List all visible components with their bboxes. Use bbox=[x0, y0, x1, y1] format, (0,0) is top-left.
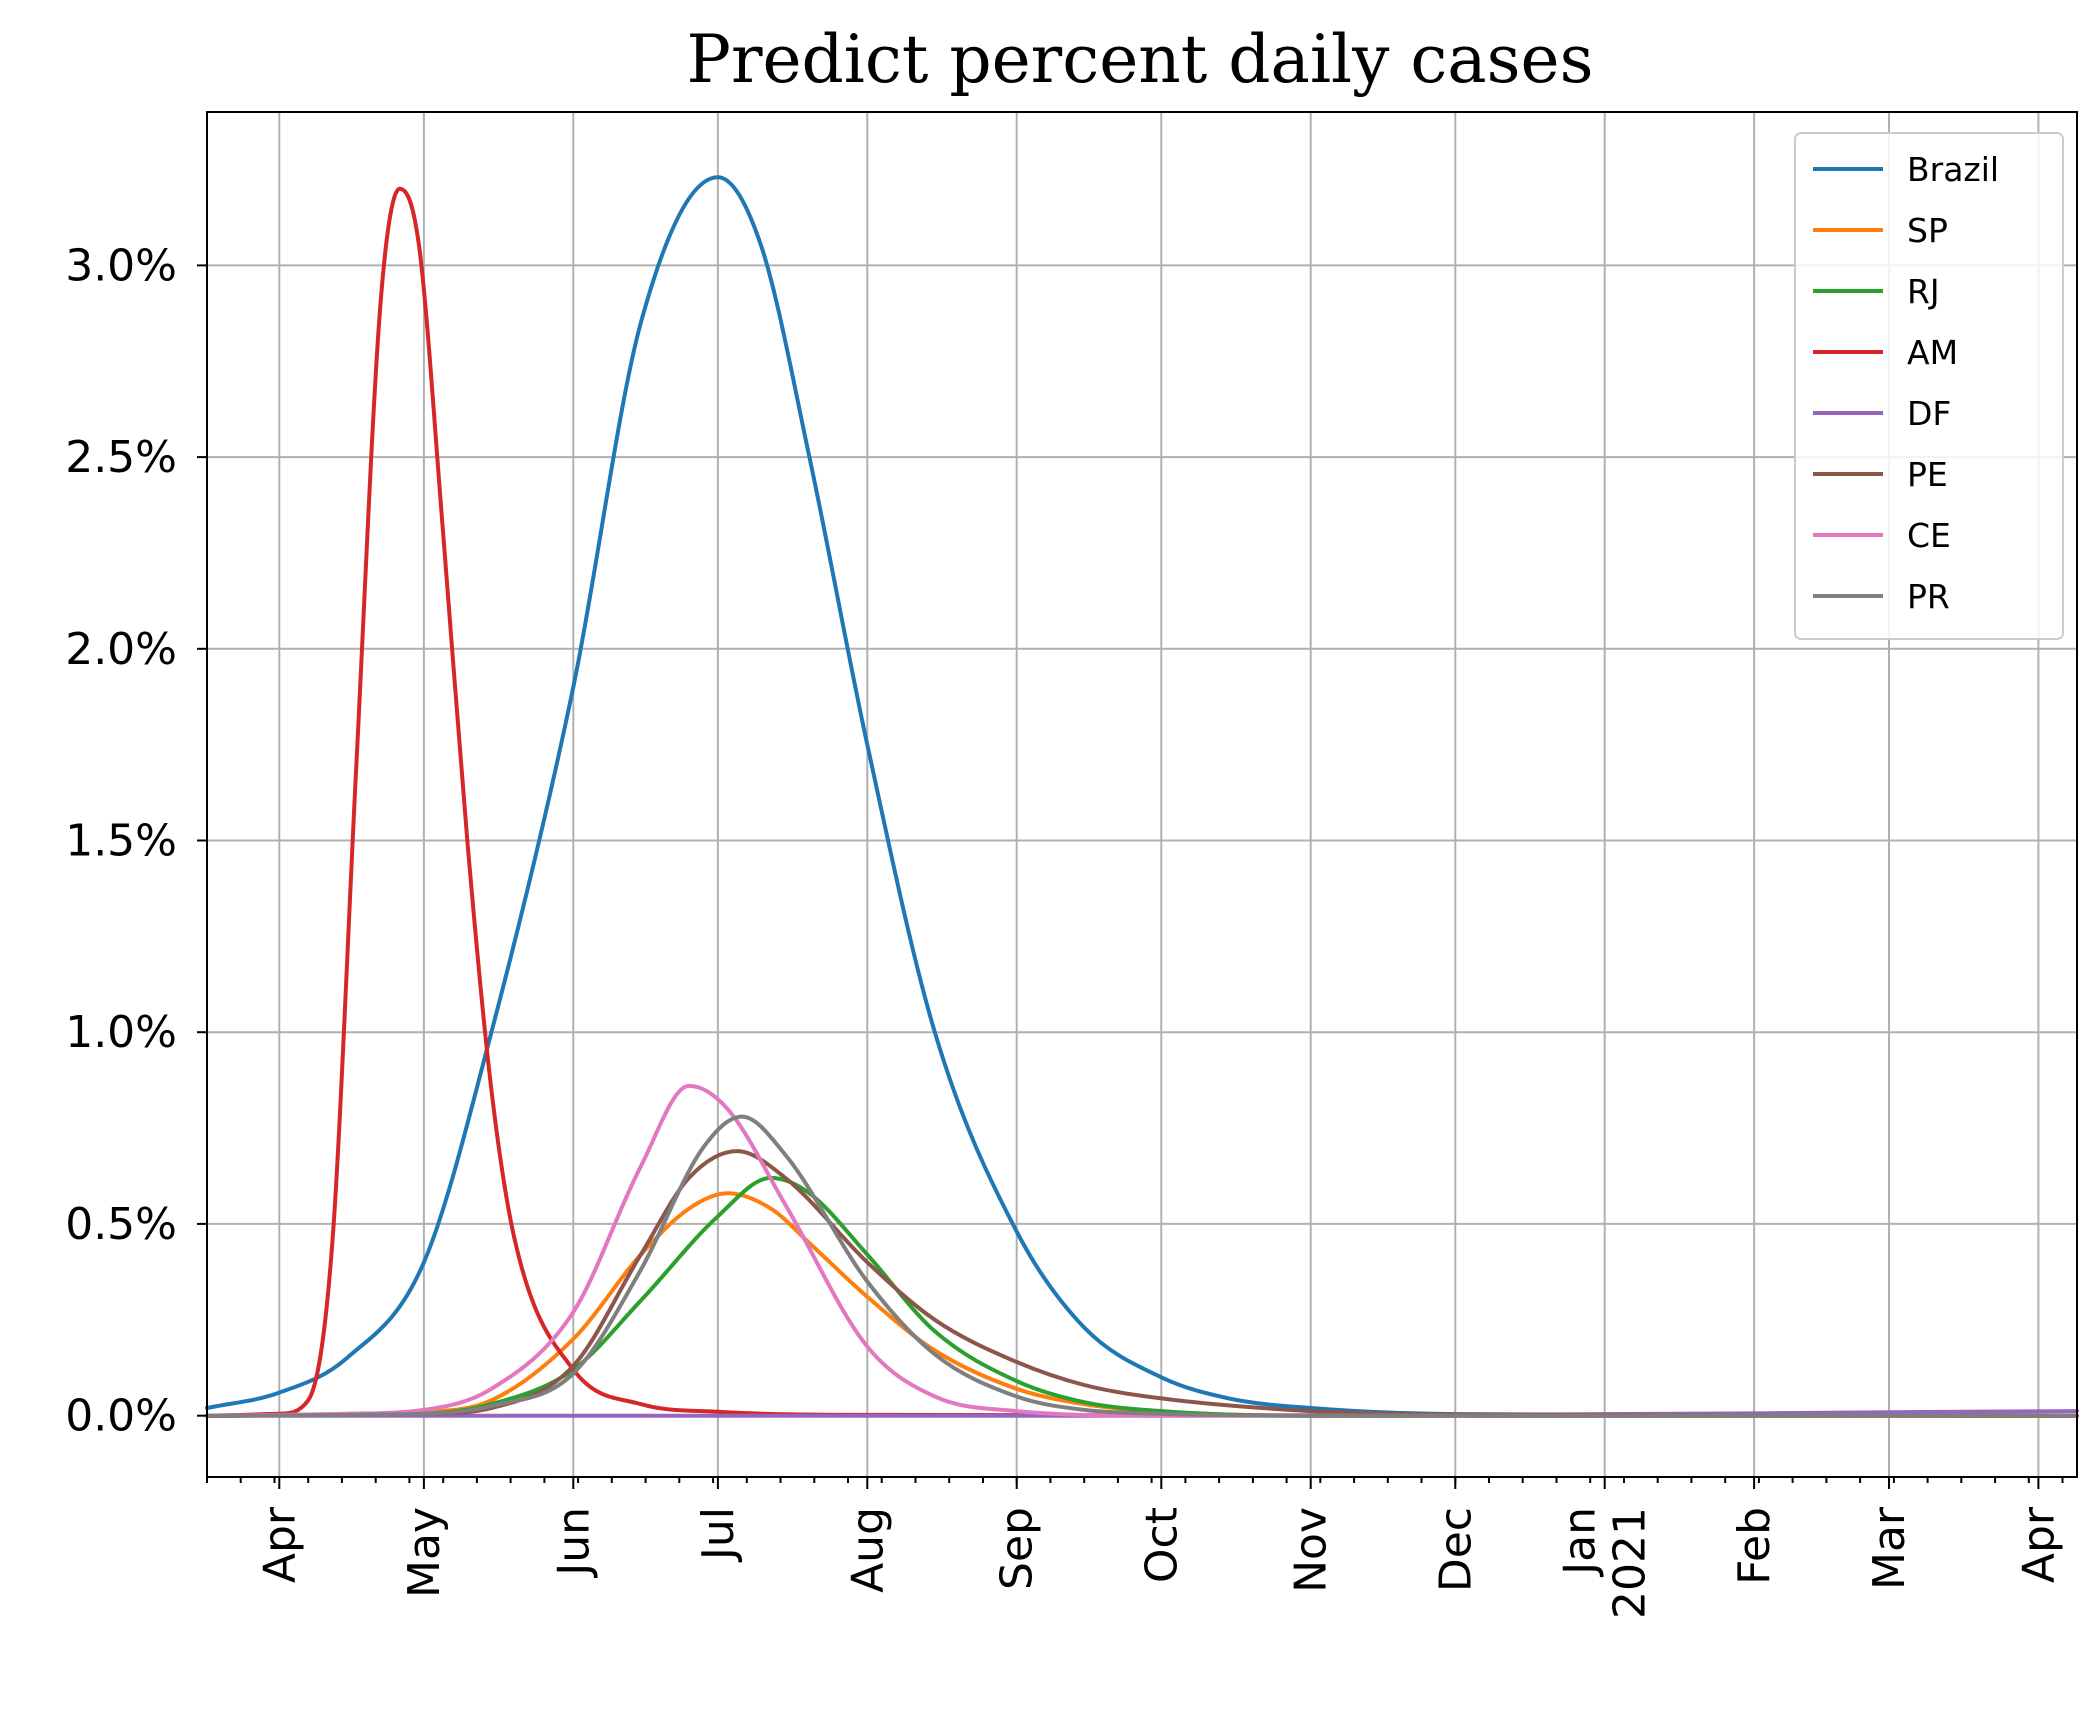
x-tick-label: Oct bbox=[1136, 1507, 1187, 1583]
y-tick-label: 1.5% bbox=[65, 816, 177, 867]
legend-label: DF bbox=[1907, 394, 1951, 433]
grid-lines bbox=[207, 112, 2077, 1477]
y-tick-label: 0.0% bbox=[65, 1391, 177, 1442]
legend-label: RJ bbox=[1907, 272, 1940, 311]
y-tick-label: 1.0% bbox=[65, 1007, 177, 1058]
x-tick-label: Jul bbox=[693, 1507, 744, 1563]
x-tick-label-line: Aug bbox=[842, 1507, 893, 1593]
x-tick-label: Sep bbox=[992, 1507, 1043, 1590]
series-line-brazil bbox=[205, 175, 2079, 1418]
legend-label: PR bbox=[1907, 577, 1950, 616]
x-tick-label-line: Jun bbox=[548, 1507, 599, 1579]
x-tick-label: Feb bbox=[1729, 1507, 1780, 1585]
plot-frame bbox=[206, 111, 2078, 1478]
axis-ticks: 0.0% 0.5% 1.0% 1.5% 2.0% 2.5% 3.0% Apr May Jun Jul… bbox=[65, 240, 2064, 1619]
legend-label: CE bbox=[1907, 516, 1951, 555]
legend-label: Brazil bbox=[1907, 150, 1999, 189]
y-tick-label: 3.0% bbox=[65, 240, 177, 291]
x-tick-label-line: Feb bbox=[1729, 1507, 1780, 1585]
series-lines bbox=[205, 175, 2079, 1418]
x-tick-label-line: Jul bbox=[693, 1507, 744, 1563]
x-tick-label-line: Mar bbox=[1864, 1506, 1915, 1590]
legend-box bbox=[1794, 132, 2064, 640]
x-tick-label-line: Nov bbox=[1286, 1507, 1337, 1593]
x-tick-label: Jun bbox=[548, 1507, 599, 1579]
y-tick-label: 0.5% bbox=[65, 1199, 177, 1250]
chart-title: Predict percent daily cases bbox=[687, 21, 1594, 98]
legend-label: AM bbox=[1907, 333, 1958, 372]
x-tick-label-line: Sep bbox=[992, 1507, 1043, 1590]
x-tick-label-line: Oct bbox=[1136, 1507, 1187, 1583]
x-tick-label-line: Apr bbox=[254, 1506, 305, 1583]
x-tick-label-line: 2021 bbox=[1605, 1507, 1656, 1619]
x-tick-label: Jan 2021 bbox=[1555, 1507, 1656, 1619]
x-tick-label-line: May bbox=[399, 1507, 450, 1598]
legend-label: PE bbox=[1907, 455, 1948, 494]
legend-label: SP bbox=[1907, 211, 1948, 250]
legend: Brazil SP RJ AM DF PE CE PR bbox=[1794, 132, 2064, 640]
x-tick-label-line: Jan bbox=[1555, 1507, 1606, 1578]
y-tick-label: 2.0% bbox=[65, 624, 177, 675]
x-tick-label: May bbox=[399, 1507, 450, 1598]
x-tick-label: Dec bbox=[1430, 1507, 1481, 1592]
x-tick-label: Nov bbox=[1286, 1507, 1337, 1593]
x-tick-label-line: Apr bbox=[2013, 1506, 2064, 1583]
x-tick-label: Mar bbox=[1864, 1506, 1915, 1590]
x-tick-label: Aug bbox=[842, 1507, 893, 1593]
x-tick-label-line: Dec bbox=[1430, 1507, 1481, 1592]
x-tick-label: Apr bbox=[2013, 1506, 2064, 1583]
y-tick-label: 2.5% bbox=[65, 432, 177, 483]
series-line-pr bbox=[205, 1114, 2079, 1418]
x-tick-label: Apr bbox=[254, 1506, 305, 1583]
